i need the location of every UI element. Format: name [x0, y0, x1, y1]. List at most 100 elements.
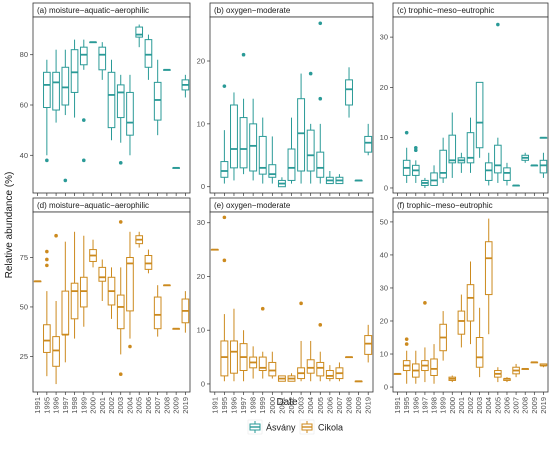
x-axis-title: Date — [276, 397, 298, 408]
box-iqr — [268, 361, 277, 377]
box-1995 — [402, 337, 411, 384]
box-iqr — [52, 336, 60, 367]
x-tick-label: 2009 — [172, 397, 181, 414]
box-iqr — [466, 132, 475, 164]
box-2019 — [364, 123, 373, 156]
box-iqr — [79, 276, 88, 308]
box-2007 — [335, 174, 344, 185]
box-1997 — [61, 49, 70, 183]
box-2004 — [484, 218, 493, 335]
x-tick-label: 2007 — [153, 397, 162, 414]
x-tick-label: 1999 — [79, 397, 88, 414]
box-2008 — [163, 284, 171, 287]
box-iqr — [268, 164, 277, 178]
x-tick-label: 2000 — [268, 397, 277, 414]
box-2003 — [116, 74, 125, 165]
box-iqr — [364, 335, 373, 355]
box-1997 — [61, 241, 70, 363]
box-1995 — [220, 215, 229, 382]
box-2009 — [530, 164, 539, 167]
legend-label: Ásvány — [266, 423, 296, 433]
x-tick-label: 1995 — [42, 397, 51, 414]
box-1999 — [79, 39, 88, 163]
y-tick-label: 20 — [380, 316, 388, 325]
box-iqr — [484, 162, 493, 181]
outlier-point — [118, 161, 123, 165]
outlier-point — [318, 21, 323, 26]
box-2004 — [306, 71, 315, 184]
box-2005 — [494, 22, 502, 183]
legend: Ásvány Cikola — [247, 419, 343, 435]
box-1998 — [70, 231, 79, 339]
outlier-point — [222, 215, 227, 220]
x-tick-label: 1997 — [61, 397, 70, 414]
box-iqr — [430, 358, 438, 376]
box-iqr — [475, 337, 484, 368]
box-2008 — [521, 152, 529, 163]
box-iqr — [249, 123, 258, 172]
panel-3: (c) trophic−meso−eutrophic 0 10 20 30 — [380, 2, 549, 196]
y-tick-label: 20 — [197, 57, 205, 66]
x-tick-label: 2004 — [484, 397, 493, 414]
box-iqr — [325, 370, 334, 380]
x-tick-label: 2007 — [335, 397, 344, 414]
box-iqr — [306, 129, 315, 172]
y-tick-label: 60 — [20, 101, 28, 110]
box-2008 — [345, 356, 353, 359]
outlier-point — [54, 233, 58, 238]
box-2002 — [107, 59, 116, 141]
y-tick-label: 10 — [197, 326, 205, 335]
outlier-point — [222, 84, 227, 88]
box-2003 — [475, 81, 484, 158]
outlier-point — [299, 301, 303, 306]
box-iqr — [116, 84, 125, 119]
box-1995 — [43, 249, 51, 377]
box-1995 — [402, 130, 411, 183]
box-iqr — [153, 296, 162, 330]
outlier-point — [404, 337, 409, 341]
box-1991 — [210, 248, 219, 251]
box-1996 — [230, 308, 238, 382]
x-tick-label: 1998 — [249, 397, 258, 414]
y-axis-title: Relative abundance (%) — [4, 172, 15, 279]
outlier-point — [45, 249, 49, 254]
x-tick-label: 1998 — [430, 397, 439, 414]
box-1998 — [249, 98, 258, 181]
y-tick-label: 30 — [380, 283, 388, 292]
box-2009 — [530, 361, 539, 364]
x-tick-label: 2004 — [125, 397, 134, 414]
box-2019 — [539, 363, 548, 368]
box-2003 — [297, 73, 306, 184]
x-tick-label: 1991 — [210, 397, 219, 414]
box-1998 — [430, 344, 438, 384]
box-2002 — [466, 117, 475, 173]
y-tick-label: 30 — [197, 218, 205, 227]
outlier-point — [318, 96, 323, 101]
box-1996 — [52, 233, 60, 385]
outlier-point — [260, 306, 265, 311]
box-iqr — [306, 359, 315, 374]
box-1996 — [412, 145, 420, 183]
box-iqr — [144, 39, 153, 68]
box-1998 — [70, 39, 79, 118]
box-iqr — [43, 324, 51, 353]
facet-strip-label: (a) moisture−aquatic−aerophilic — [37, 6, 149, 15]
outlier-point — [63, 178, 68, 183]
outlier-point — [45, 257, 49, 262]
box-1995 — [220, 84, 229, 184]
y-tick-label: 25 — [20, 352, 28, 361]
legend-label: Cikola — [318, 423, 343, 433]
box-2005 — [494, 367, 502, 383]
box-2005 — [135, 24, 144, 48]
box-2000 — [89, 239, 97, 268]
x-tick-label: 1995 — [220, 397, 229, 414]
box-2000 — [448, 375, 457, 383]
x-tick-label: 2009 — [530, 397, 539, 414]
outlier-point — [81, 158, 86, 163]
outlier-point — [81, 118, 86, 122]
box-2004 — [306, 340, 315, 382]
box-iqr — [98, 266, 107, 282]
box-iqr — [61, 290, 70, 336]
